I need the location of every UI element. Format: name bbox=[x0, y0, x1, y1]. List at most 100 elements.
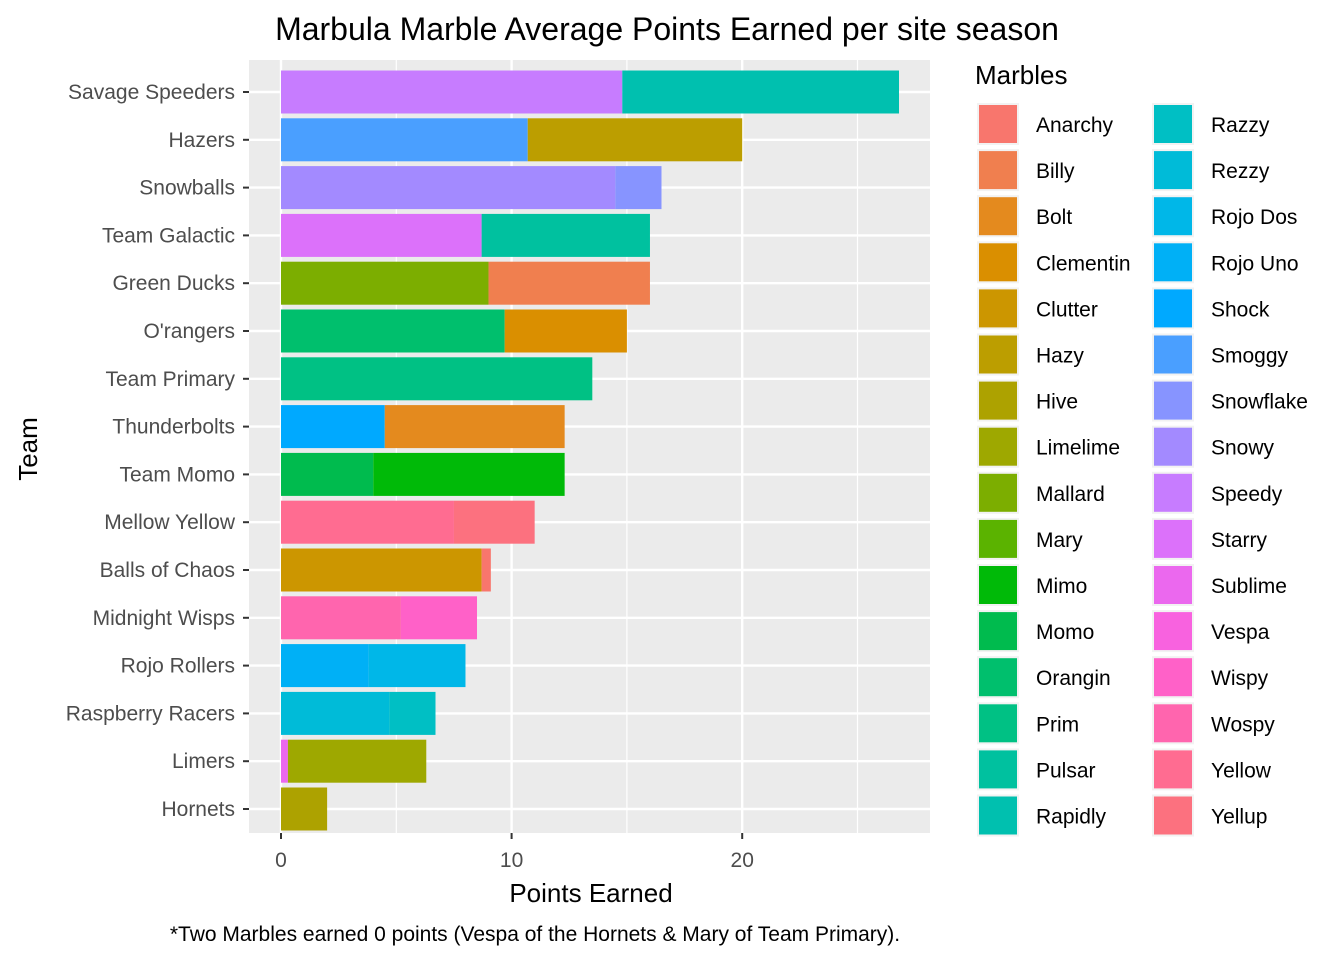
legend-swatch bbox=[1154, 289, 1192, 328]
legend-swatch bbox=[979, 612, 1017, 651]
legend-label: Starry bbox=[1211, 529, 1268, 552]
bar-segment bbox=[281, 405, 385, 449]
chart-title: Marbula Marble Average Points Earned per… bbox=[275, 11, 1059, 47]
legend-swatch bbox=[1154, 381, 1192, 420]
bar-segment bbox=[281, 213, 482, 257]
bar-segment bbox=[281, 70, 623, 114]
y-tick-label: Balls of Chaos bbox=[100, 559, 235, 582]
y-tick-label: Midnight Wisps bbox=[93, 607, 235, 630]
y-axis-label: Team bbox=[13, 417, 43, 481]
bar-segment bbox=[281, 500, 454, 544]
legend-swatch bbox=[979, 658, 1017, 697]
legend-label: Rezzy bbox=[1211, 160, 1270, 183]
bar-segment bbox=[281, 787, 328, 831]
legend-label: Bolt bbox=[1036, 206, 1072, 229]
legend-swatch bbox=[1154, 151, 1192, 190]
legend-label: Hive bbox=[1036, 391, 1078, 414]
y-axis: Savage Speeders Hazers Snowballs Team Galac… bbox=[66, 81, 249, 821]
bar-segment bbox=[504, 309, 627, 353]
bar-segment bbox=[481, 548, 491, 592]
legend-swatch bbox=[1154, 566, 1192, 604]
legend-label: Rapidly bbox=[1036, 806, 1107, 829]
legend-title: Marbles bbox=[975, 60, 1067, 90]
bar-segment bbox=[281, 309, 505, 353]
y-tick-label: Green Ducks bbox=[112, 272, 235, 295]
y-tick-label: Snowballs bbox=[139, 177, 235, 200]
legend-label: Mallard bbox=[1036, 483, 1105, 506]
bar-segment bbox=[281, 452, 374, 496]
legend-swatch bbox=[1154, 197, 1192, 236]
bar-segment bbox=[281, 357, 593, 401]
bar-segment bbox=[281, 691, 390, 735]
legend-label: Rojo Dos bbox=[1211, 206, 1297, 229]
y-tick-label: Savage Speeders bbox=[68, 81, 235, 104]
legend-swatch bbox=[979, 381, 1017, 420]
legend-label: Mary bbox=[1036, 529, 1083, 552]
y-tick-label: Thunderbolts bbox=[112, 416, 235, 439]
legend-swatch bbox=[1154, 335, 1192, 374]
legend-swatch bbox=[979, 243, 1017, 282]
x-tick-label: 0 bbox=[275, 849, 287, 872]
legend-label: Pulsar bbox=[1036, 759, 1096, 782]
legend-label: Orangin bbox=[1036, 667, 1111, 690]
bar-segment bbox=[281, 261, 489, 305]
bars bbox=[281, 70, 900, 831]
legend-label: Limelime bbox=[1036, 437, 1120, 460]
y-tick-label: O'rangers bbox=[143, 320, 235, 343]
legend-swatch bbox=[979, 566, 1017, 604]
bar-segment bbox=[373, 452, 565, 496]
legend-label: Snowy bbox=[1211, 437, 1275, 460]
legend-label: Vespa bbox=[1211, 621, 1270, 644]
bar-segment bbox=[389, 691, 436, 735]
legend-label: Rojo Uno bbox=[1211, 252, 1299, 275]
legend: Marbles Anarchy Billy Bolt Clementin Clutter… bbox=[975, 60, 1308, 837]
y-tick-label: Mellow Yellow bbox=[104, 511, 236, 534]
legend-swatch bbox=[1154, 612, 1192, 651]
y-tick-label: Team Galactic bbox=[102, 224, 235, 247]
legend-swatch bbox=[979, 519, 1017, 558]
bar-segment bbox=[400, 596, 478, 640]
legend-swatch bbox=[1154, 704, 1192, 743]
legend-swatch bbox=[1154, 796, 1192, 835]
bar-segment bbox=[488, 261, 650, 305]
bar-segment bbox=[281, 644, 369, 688]
legend-label: Razzy bbox=[1211, 114, 1270, 137]
legend-label: Shock bbox=[1211, 298, 1270, 321]
legend-label: Snowflake bbox=[1211, 391, 1308, 414]
legend-swatch bbox=[979, 289, 1017, 328]
legend-swatch bbox=[979, 796, 1017, 835]
bar-segment bbox=[287, 739, 427, 783]
bar-segment bbox=[615, 166, 662, 210]
bar-segment bbox=[384, 405, 565, 449]
legend-label: Wospy bbox=[1211, 713, 1275, 736]
legend-label: Speedy bbox=[1211, 483, 1283, 506]
bar-segment bbox=[622, 70, 900, 114]
legend-swatch bbox=[1154, 750, 1192, 789]
bar-segment bbox=[281, 118, 528, 162]
legend-swatch bbox=[979, 427, 1017, 466]
legend-label: Yellup bbox=[1211, 806, 1267, 829]
legend-label: Billy bbox=[1036, 160, 1075, 183]
legend-label: Momo bbox=[1036, 621, 1094, 644]
y-tick-label: Rojo Rollers bbox=[121, 655, 235, 678]
chart-caption: *Two Marbles earned 0 points (Vespa of t… bbox=[170, 923, 900, 946]
y-tick-label: Hornets bbox=[161, 798, 235, 821]
legend-label: Yellow bbox=[1211, 759, 1272, 782]
y-tick-label: Team Primary bbox=[105, 368, 235, 391]
legend-swatch bbox=[979, 105, 1017, 143]
legend-swatch bbox=[979, 151, 1017, 190]
legend-label: Clementin bbox=[1036, 252, 1131, 275]
bar-segment bbox=[281, 166, 616, 210]
legend-swatch bbox=[979, 750, 1017, 789]
bar-segment bbox=[281, 739, 288, 783]
y-tick-label: Limers bbox=[172, 750, 235, 773]
legend-label: Sublime bbox=[1211, 575, 1287, 598]
legend-label: Anarchy bbox=[1036, 114, 1114, 137]
legend-swatch bbox=[1154, 519, 1192, 558]
y-tick-label: Hazers bbox=[168, 129, 235, 152]
bar-segment bbox=[527, 118, 743, 162]
x-tick-label: 10 bbox=[500, 849, 523, 872]
bar-segment bbox=[453, 500, 535, 544]
legend-label: Mimo bbox=[1036, 575, 1087, 598]
